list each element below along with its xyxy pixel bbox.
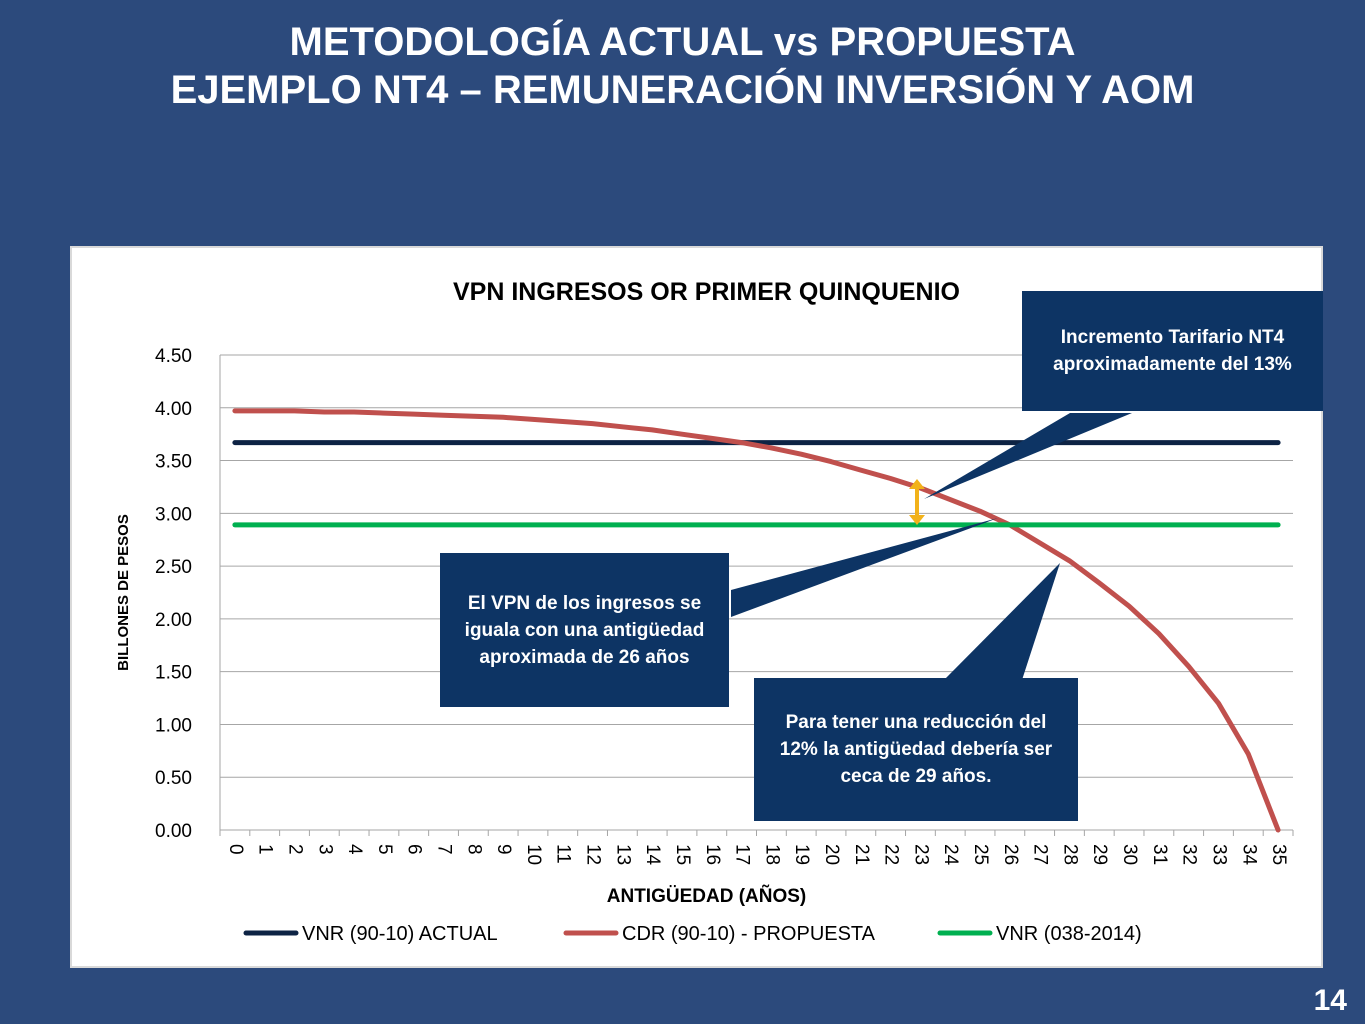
x-tick-label: 23 xyxy=(910,844,931,865)
y-tick-label: 3.50 xyxy=(155,452,192,473)
difference-arrow-head-up xyxy=(909,479,925,489)
y-tick-label: 4.00 xyxy=(155,399,192,420)
x-tick-label: 20 xyxy=(821,844,842,865)
x-tick-label: 19 xyxy=(791,844,812,865)
page-number: 14 xyxy=(1313,984,1347,1017)
y-tick-label: 0.00 xyxy=(155,821,192,842)
x-tick-label: 35 xyxy=(1268,844,1289,865)
x-tick-label: 3 xyxy=(314,844,335,855)
x-tick-label: 26 xyxy=(1000,844,1021,865)
x-tick-label: 25 xyxy=(970,844,991,865)
x-tick-label: 6 xyxy=(404,844,425,855)
legend-label: VNR (038-2014) xyxy=(996,923,1142,945)
x-tick-label: 13 xyxy=(612,844,633,865)
slide-title-line-1: METODOLOGÍA ACTUAL vs PROPUESTA xyxy=(289,20,1076,64)
callout-reduction: Para tener una reducción del 12% la anti… xyxy=(754,678,1078,821)
x-tick-label: 12 xyxy=(583,844,604,865)
series-line xyxy=(232,408,1281,833)
x-tick-label: 4 xyxy=(344,844,365,855)
callout-increment-pointer xyxy=(924,413,1132,499)
x-tick-label: 8 xyxy=(463,844,484,855)
x-tick-label: 10 xyxy=(523,844,544,865)
y-axis-title: BILLONES DE PESOS xyxy=(115,514,132,671)
y-tick-label: 0.50 xyxy=(155,768,192,789)
callout-equal-age: El VPN de los ingresos se iguala con una… xyxy=(440,553,729,707)
y-tick-label: 2.50 xyxy=(155,557,192,578)
callout-increment: Incremento Tarifario NT4 aproximadamente… xyxy=(1022,291,1323,411)
chart-title: VPN INGRESOS OR PRIMER QUINQUENIO xyxy=(453,278,960,306)
x-tick-label: 24 xyxy=(940,844,961,866)
legend-label: VNR (90-10) ACTUAL xyxy=(302,923,498,945)
x-tick-label: 30 xyxy=(1119,844,1140,865)
difference-arrow-head-down xyxy=(909,515,925,525)
x-tick-label: 1 xyxy=(255,844,276,855)
x-tick-label: 29 xyxy=(1089,844,1110,865)
x-tick-label: 31 xyxy=(1149,844,1170,865)
y-tick-label: 4.50 xyxy=(155,346,192,367)
y-tick-label: 1.50 xyxy=(155,663,192,684)
x-tick-label: 17 xyxy=(732,844,753,865)
x-tick-label: 16 xyxy=(702,844,723,865)
x-tick-label: 21 xyxy=(851,844,872,865)
x-tick-label: 5 xyxy=(374,844,395,855)
chart-svg: VPN INGRESOS OR PRIMER QUINQUENIO 0.00 0.5… xyxy=(115,278,1294,945)
x-tick-label: 15 xyxy=(672,844,693,865)
callout-increment-text: Incremento Tarifario NT4 aproximadamente… xyxy=(1053,327,1292,375)
x-tick-label: 9 xyxy=(493,844,514,855)
x-tick-label: 14 xyxy=(642,844,663,866)
y-tick-label: 3.00 xyxy=(155,504,192,525)
x-tick-label: 27 xyxy=(1030,844,1051,865)
callout-equal-age-pointer xyxy=(731,518,998,617)
slide-title: METODOLOGÍA ACTUAL vs PROPUESTA EJEMPLO … xyxy=(0,18,1365,114)
callout-reduction-pointer xyxy=(944,563,1060,680)
x-tick-label: 2 xyxy=(284,844,305,855)
y-tick-label: 1.00 xyxy=(155,715,192,736)
x-axis-title: ANTIGÜEDAD (AÑOS) xyxy=(607,885,807,907)
x-tick-label: 33 xyxy=(1208,844,1229,865)
x-tick-label: 0 xyxy=(225,844,246,855)
x-tick-label: 28 xyxy=(1059,844,1080,865)
legend-label: CDR (90-10) - PROPUESTA xyxy=(622,923,876,945)
y-tick-label: 2.00 xyxy=(155,610,192,631)
callout-equal-age-text: El VPN de los ingresos se iguala con una… xyxy=(464,592,705,668)
x-tick-label: 7 xyxy=(434,844,455,855)
slide-title-line-2: EJEMPLO NT4 – REMUNERACIÓN INVERSIÓN Y A… xyxy=(170,68,1195,112)
x-tick-label: 18 xyxy=(761,844,782,865)
x-tick-label: 11 xyxy=(553,844,574,864)
callout-reduction-text: Para tener una reducción del 12% la anti… xyxy=(779,712,1053,787)
x-tick-label: 32 xyxy=(1179,844,1200,865)
x-tick-label: 34 xyxy=(1238,844,1259,866)
x-tick-label: 22 xyxy=(881,844,902,865)
